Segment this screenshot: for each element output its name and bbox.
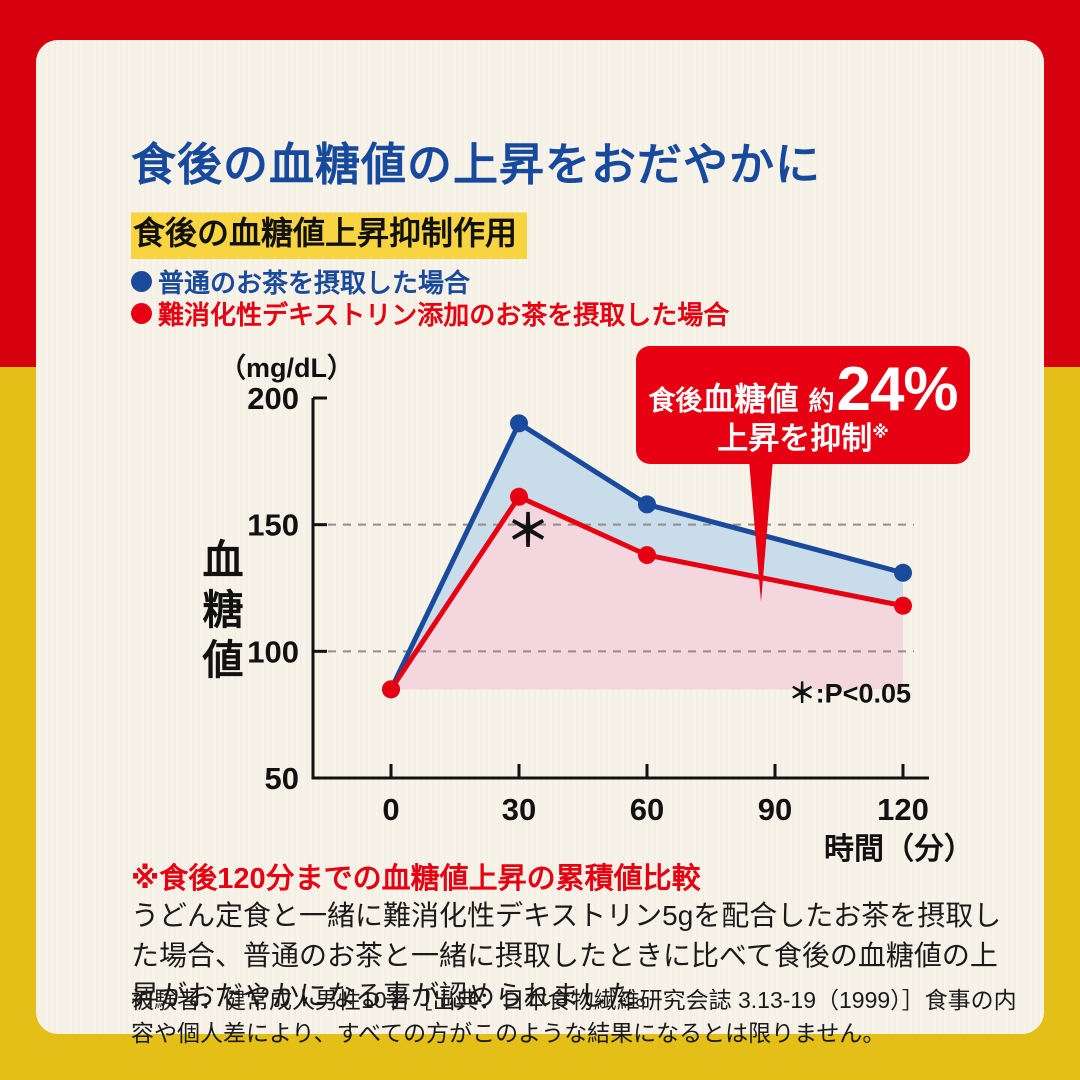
glucose-line-chart: 200 150 100 50 0 30 60 90 120 ＊ ＊:P<0.05 <box>247 381 929 827</box>
body-paragraph: うどん定食と一緒に難消化性デキストリン5gを配合したお茶を摂取した場合、普通のお… <box>131 900 1002 1011</box>
y-tick-label: 50 <box>265 761 299 796</box>
y-axis-title: 血糖値 <box>196 538 242 688</box>
callout-approx: 約 <box>808 385 835 416</box>
series-line-1 <box>388 494 906 692</box>
legend-item-ordinary-tea: 普通のお茶を摂取した場合 <box>131 266 729 298</box>
x-tick-label: 0 <box>382 792 399 827</box>
callout-pointer-icon <box>749 460 773 602</box>
legend-label: 普通のお茶を摂取した場合 <box>158 267 471 298</box>
page-title: 食後の血糖値の上昇をおだやかに <box>131 139 822 190</box>
fine-print: 被験者：健常成人男性10名［出典：日本食物繊維研究会誌 3.13-19（1999… <box>131 987 1017 1047</box>
significance-note: ＊:P<0.05 <box>789 678 911 708</box>
series-marker-1 <box>638 546 656 565</box>
x-tick-label: 90 <box>758 792 792 827</box>
legend-item-dextrin-tea: 難消化性デキストリン添加のお茶を摂取した場合 <box>131 298 729 330</box>
series-marker-0 <box>510 414 528 433</box>
series-marker-1 <box>510 487 528 506</box>
series-marker-1 <box>382 680 400 699</box>
x-tick-label: 30 <box>502 792 536 827</box>
series-line-0 <box>388 420 906 692</box>
legend: 普通のお茶を摂取した場合 難消化性デキストリン添加のお茶を摂取した場合 <box>131 266 729 330</box>
x-tick-label: 60 <box>630 792 664 827</box>
callout-line2: 上昇を抑制※ <box>717 423 889 454</box>
content-card: 食後の血糖値の上昇をおだやかに 食後の血糖値上昇抑制作用 普通のお茶を摂取した場… <box>36 40 1044 1046</box>
y-axis-unit-label: （mg/dL） <box>219 353 354 383</box>
x-tick-label: 120 <box>877 792 929 827</box>
footnote-red: ※食後120分までの血糖値上昇の累積値比較 <box>131 863 701 895</box>
area-under-red-series <box>391 496 903 690</box>
callout-line1: 食後 血糖値 約 24% <box>648 354 958 424</box>
y-tick-label: 200 <box>247 381 299 416</box>
series-marker-1 <box>894 596 912 615</box>
legend-dot-red-icon <box>131 302 152 324</box>
callout-ref-mark: ※ <box>872 422 889 442</box>
legend-label: 難消化性デキストリン添加のお茶を摂取した場合 <box>158 299 730 330</box>
series-marker-0 <box>894 563 912 582</box>
significance-star: ＊ <box>506 507 550 556</box>
percent-value: 24% <box>836 354 958 424</box>
y-tick-label: 150 <box>247 508 299 543</box>
x-axis-title: 時間（分） <box>824 833 974 866</box>
series-marker-0 <box>638 495 656 514</box>
callout-bubble: 食後 血糖値 約 24% 上昇を抑制※ <box>636 346 970 602</box>
callout-suppress-text: 上昇を抑制 <box>717 420 873 456</box>
y-tick-label: 100 <box>247 634 299 669</box>
legend-dot-blue-icon <box>131 270 152 292</box>
callout-word: 血糖値 <box>702 380 799 417</box>
subtitle-highlight: 食後の血糖値上昇抑制作用 <box>131 206 528 259</box>
callout-prefix: 食後 <box>648 385 703 416</box>
